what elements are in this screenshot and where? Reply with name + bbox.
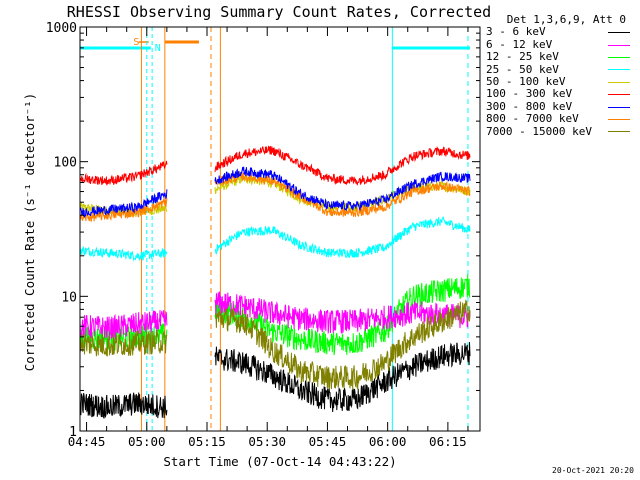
series-line [79,160,168,186]
legend-label: 800 - 7000 keV [486,112,579,126]
legend-label: 100 - 300 keV [486,87,573,101]
series-line [214,145,471,186]
series-line [79,330,168,357]
legend-label: 3 - 6 keV [486,25,546,39]
y-tick-label: 10 [61,290,77,305]
legend-swatch [608,94,630,96]
legend-entry: 100 - 300 keV [486,88,636,100]
legend-swatch [608,118,630,120]
chart-legend: Det 1,3,6,9, Att 0 3 - 6 keV 6 - 12 keV 12… [486,13,636,138]
series-line [79,245,168,262]
legend-entry: 50 - 100 keV [486,75,636,89]
legend-entry: 800 - 7000 keV [486,112,636,126]
series-line [214,342,471,413]
chart-axes: 1 10 100 1000 04:45 05:00 05:15 05:30 05:45 06:00… [46,21,481,449]
night-label: N [155,43,161,54]
series-line [214,170,471,217]
series-line [214,299,471,390]
y-tick-label: 1 [69,425,77,440]
legend-entry: 25 - 50 keV [486,62,636,76]
series-line [214,215,471,259]
legend-swatch [608,81,630,83]
legend-entry: 300 - 800 keV [486,99,636,113]
legend-entry: 3 - 6 keV [486,25,636,39]
x-tick-label: 05:45 [309,434,347,449]
legend-label: 12 - 25 keV [486,50,559,64]
y-axis-label: Corrected Count Rate (s⁻¹ detector⁻¹) [22,93,37,371]
series-line [214,291,471,334]
chart-marks: SN [79,27,471,431]
x-axis-label: Start Time (07-Oct-14 04:43:22) [163,454,396,469]
generation-timestamp: 20-Oct-2021 20:20 [552,466,634,475]
x-tick-label: 06:00 [369,434,407,449]
legend-entry: 12 - 25 keV [486,50,636,64]
legend-swatch [608,69,630,71]
legend-label: 6 - 12 keV [486,37,553,51]
series-line [79,392,168,419]
series-line [214,166,471,212]
legend-swatch [608,32,630,34]
series-line [214,274,471,356]
saa-label: S [133,37,139,48]
y-tick-label: 1000 [46,21,77,36]
legend-swatch [608,131,630,133]
legend-swatch [608,56,630,58]
legend-label: 300 - 800 keV [486,99,573,113]
legend-label: 7000 - 15000 keV [486,124,592,138]
legend-entry: 6 - 12 keV [486,37,636,51]
plot-frame [79,26,481,432]
x-tick-label: 06:15 [429,434,467,449]
legend-entry: 7000 - 15000 keV [486,124,636,138]
chart-title: RHESSI Observing Summary Count Rates, Co… [67,3,491,21]
series-line [79,189,168,218]
series-line [79,309,168,341]
y-tick-label: 100 [54,156,77,171]
x-tick-label: 04:45 [68,434,106,449]
legend-title: Det 1,3,6,9, Att 0 [506,13,626,26]
legend-swatch [608,106,630,108]
legend-label: 50 - 100 keV [486,75,566,89]
x-tick-label: 05:30 [248,434,286,449]
legend-label: 25 - 50 keV [486,62,559,76]
x-tick-label: 05:15 [188,434,226,449]
x-tick-label: 05:00 [128,434,166,449]
legend-swatch [608,44,630,46]
